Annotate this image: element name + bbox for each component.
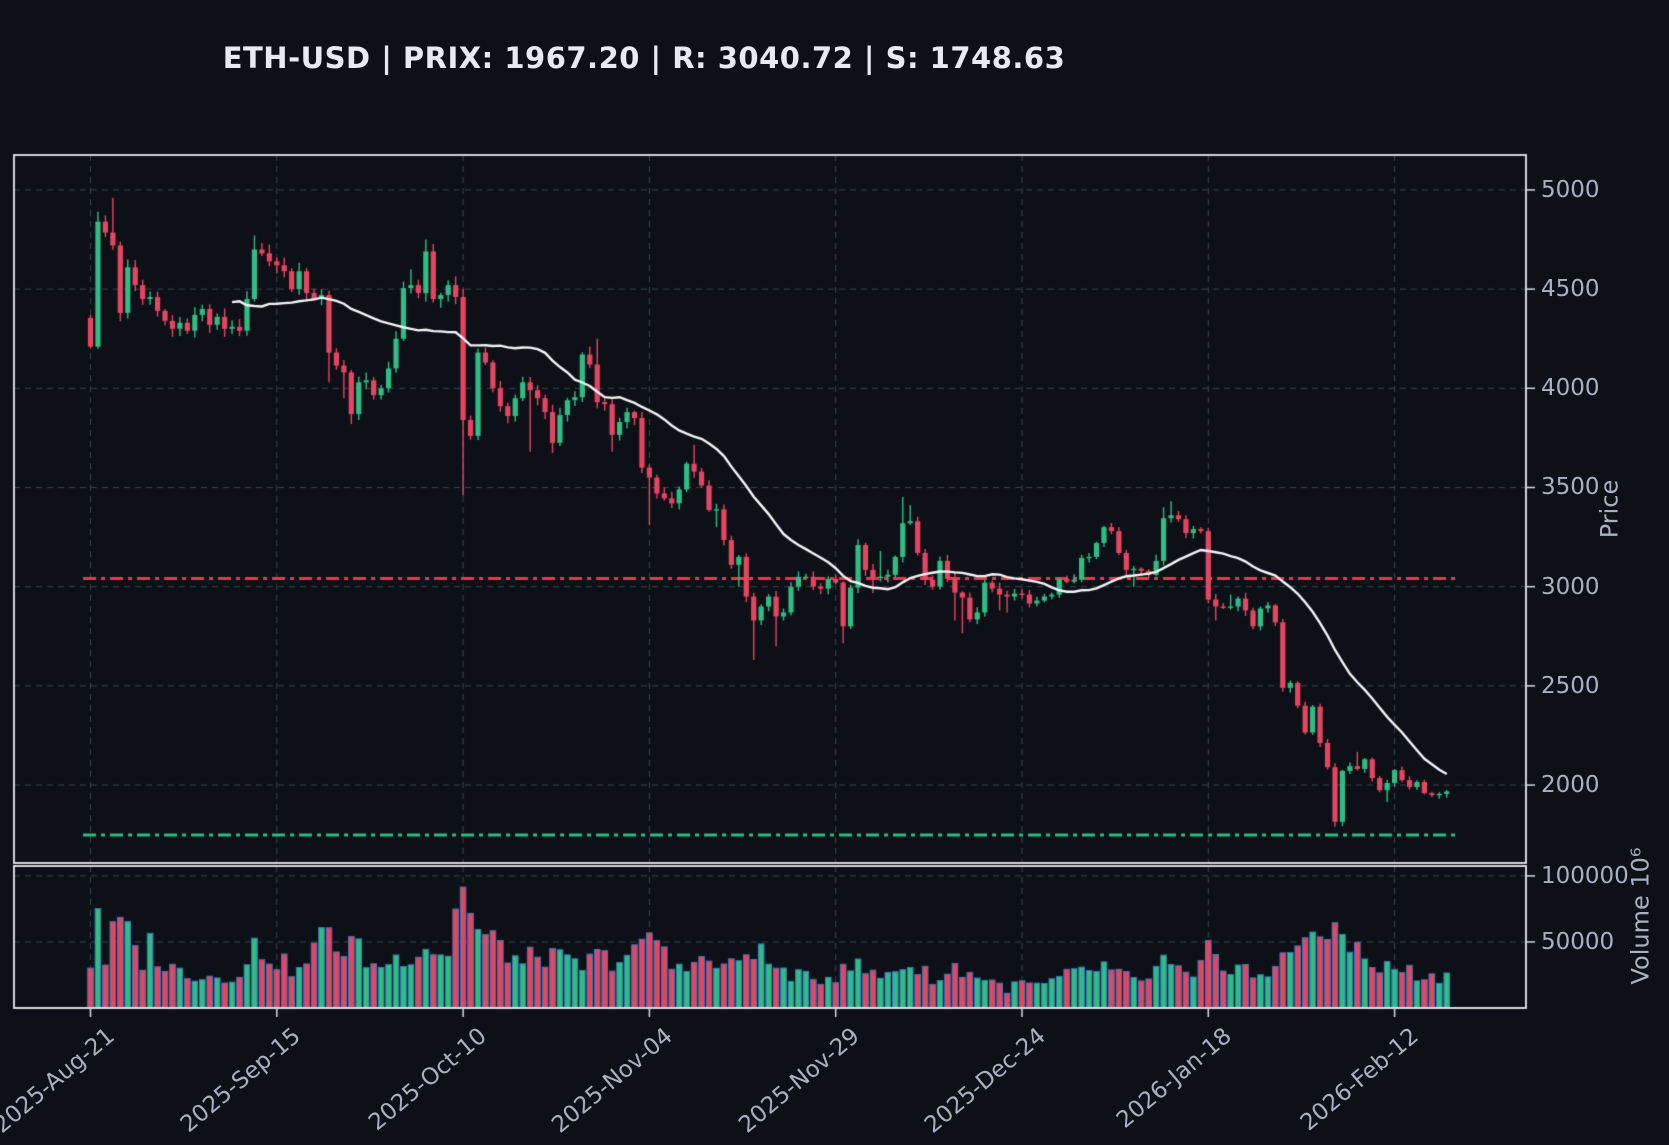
volume-tick-label: 50000 — [1541, 928, 1615, 955]
price-tick-label: 3500 — [1541, 474, 1600, 501]
price-tick-label: 5000 — [1541, 176, 1600, 203]
price-axis-label: Price — [1595, 479, 1624, 539]
price-tick-label: 4000 — [1541, 375, 1600, 402]
price-tick-label: 4500 — [1541, 276, 1600, 303]
volume-tick-label: 100000 — [1541, 862, 1629, 889]
volume-axis-label: Volume 10⁶ — [1626, 847, 1655, 985]
price-tick-label: 2500 — [1541, 672, 1600, 699]
chart-title: ETH-USD | PRIX: 1967.20 | R: 3040.72 | S… — [222, 41, 1066, 75]
price-tick-label: 3000 — [1541, 573, 1600, 600]
price-tick-label: 2000 — [1541, 772, 1600, 799]
